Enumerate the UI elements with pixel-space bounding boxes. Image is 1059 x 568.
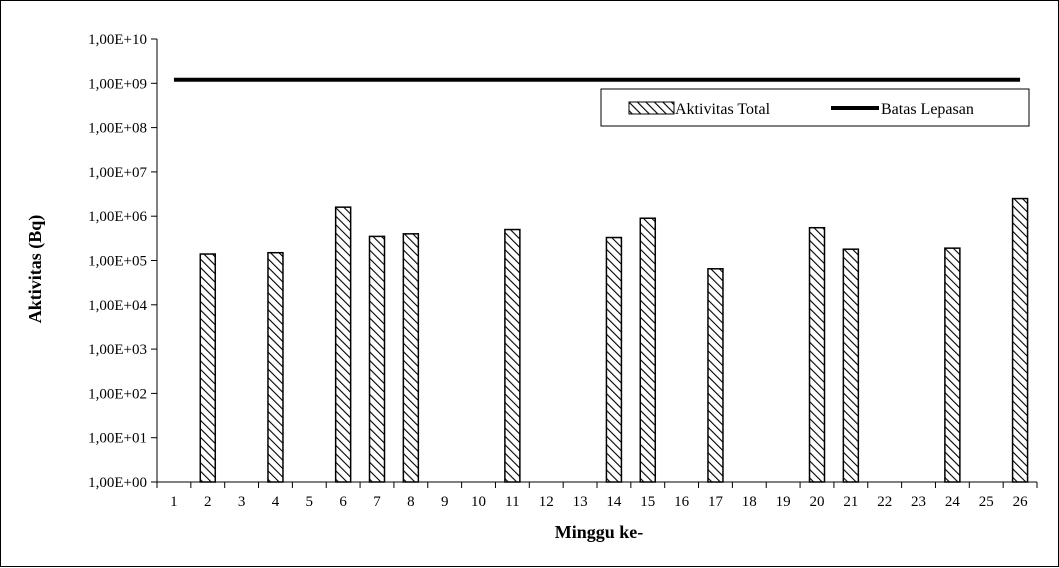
x-tick-label: 3 (238, 494, 246, 510)
bar-minggu-7 (368, 235, 386, 483)
bar-minggu-6 (334, 206, 352, 483)
x-tick-label: 5 (306, 494, 314, 510)
bar-minggu-24 (944, 247, 961, 483)
legend: Aktivitas Total Batas Lepasan (600, 88, 1030, 127)
x-tick-label: 12 (539, 494, 554, 510)
y-axis: 1,00E+00 1,00E+01 1,00E+02 1,00E+03 1,00E+04… (88, 32, 158, 491)
x-tick-label: 2 (204, 494, 212, 510)
x-tick-label: 17 (708, 494, 724, 510)
x-tick-label: 13 (573, 494, 588, 510)
y-tick-label: 1,00E+06 (88, 209, 147, 225)
bar-minggu-14 (605, 236, 623, 483)
x-tick-label: 11 (505, 494, 519, 510)
y-axis-title: Aktivitas (Bq) (25, 215, 46, 324)
bar-minggu-4 (267, 251, 284, 483)
bar-minggu-20 (808, 226, 826, 483)
bar-series (199, 197, 1029, 483)
bar-minggu-15 (639, 217, 657, 483)
x-tick-label: 23 (911, 494, 926, 510)
legend-label-aktivitas-total: Aktivitas Total (675, 101, 771, 118)
legend-box (600, 88, 1030, 127)
y-tick-label: 1,00E+00 (88, 475, 147, 491)
bar-minggu-17 (707, 268, 724, 483)
x-tick-label: 7 (373, 494, 381, 510)
x-tick-label: 19 (776, 494, 791, 510)
legend-label-batas-lepasan: Batas Lepasan (881, 101, 974, 118)
x-axis-title: Minggu ke- (555, 522, 644, 542)
x-tick-label: 14 (606, 494, 622, 510)
x-tick-label: 9 (441, 494, 449, 510)
x-tick-label: 1 (170, 494, 178, 510)
y-tick-label: 1,00E+04 (88, 298, 147, 314)
x-tick-label: 25 (979, 494, 994, 510)
x-tick-label: 20 (810, 494, 825, 510)
x-tick-label: 16 (674, 494, 690, 510)
y-tick-label: 1,00E+07 (88, 165, 147, 181)
y-tick-label: 1,00E+01 (88, 431, 147, 447)
bar-minggu-2 (199, 253, 217, 483)
legend-swatch-aktivitas-total (628, 101, 675, 115)
y-tick-label: 1,00E+08 (88, 121, 147, 137)
x-tick-label: 15 (640, 494, 655, 510)
x-tick-label: 21 (843, 494, 858, 510)
bar-minggu-21 (842, 248, 860, 483)
y-tick-label: 1,00E+03 (88, 342, 147, 358)
y-tick-label: 1,00E+10 (88, 32, 147, 48)
x-tick-label: 4 (272, 494, 280, 510)
y-tick-label: 1,00E+05 (88, 254, 147, 270)
x-tick-label: 24 (945, 494, 961, 510)
x-axis: 1 2 3 4 5 6 7 8 9 10 11 12 13 14 15 16 17 18 19 20 21 22 23 24 2… (156, 481, 1038, 510)
x-tick-label: 18 (742, 494, 757, 510)
x-tick-label: 22 (877, 494, 892, 510)
x-tick-label: 6 (339, 494, 347, 510)
x-tick-label: 26 (1013, 494, 1029, 510)
x-tick-label: 8 (407, 494, 415, 510)
bar-minggu-11 (504, 228, 521, 483)
bar-minggu-26 (1011, 197, 1029, 483)
x-tick-label: 10 (471, 494, 486, 510)
bar-minggu-8 (402, 233, 420, 483)
y-tick-label: 1,00E+09 (88, 76, 147, 92)
y-tick-label: 1,00E+02 (88, 386, 147, 402)
